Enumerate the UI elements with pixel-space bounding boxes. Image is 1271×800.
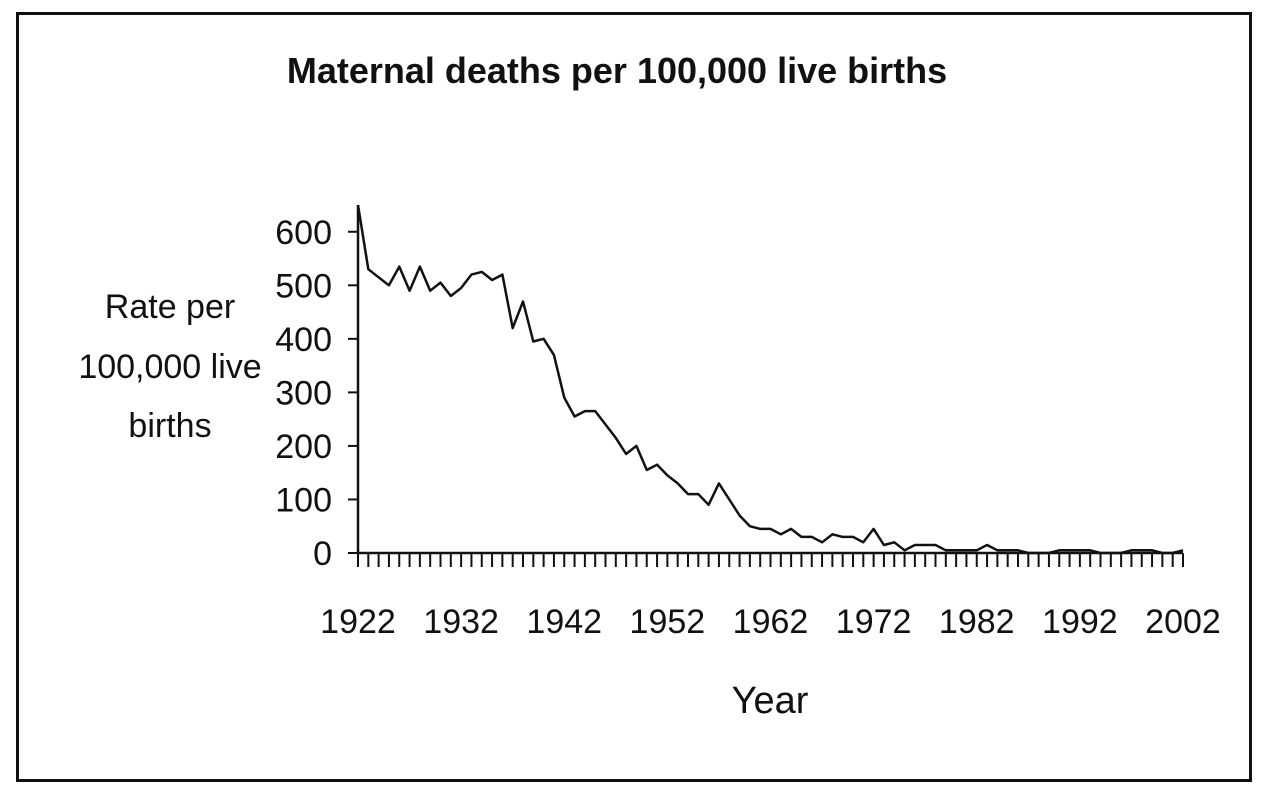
x-tick-label: 1962 <box>733 603 809 641</box>
x-tick-labels: 1922 1932 1942 1952 1962 1972 1982 1992 2002 <box>320 603 1221 641</box>
x-ticks <box>357 553 1184 567</box>
x-tick-label: 1942 <box>526 603 602 641</box>
chart-frame <box>16 12 1252 782</box>
series-line <box>356 204 1184 555</box>
y-axis-label-line-3: births <box>128 407 211 445</box>
y-tick-label: 200 <box>275 428 332 466</box>
series-group <box>356 204 1184 555</box>
y-axis-label-line-2: 100,000 live <box>78 348 261 386</box>
y-tick-label: 600 <box>275 214 332 252</box>
x-axis-label: Year <box>732 680 809 722</box>
x-tick-label: 1952 <box>630 603 706 641</box>
x-tick-label: 1972 <box>836 603 912 641</box>
y-tick-label: 400 <box>275 321 332 359</box>
y-tick-label: 300 <box>275 374 332 412</box>
x-tick-label: 1922 <box>320 603 396 641</box>
y-tick-label: 100 <box>275 481 332 519</box>
y-axis-label-line-1: Rate per <box>105 288 235 326</box>
x-tick-label: 1982 <box>939 603 1015 641</box>
y-tick-label: 0 <box>313 535 332 573</box>
x-tick-label: 1992 <box>1042 603 1118 641</box>
y-ticks: 0 100 200 300 400 500 600 <box>275 214 358 573</box>
y-tick-label: 500 <box>275 267 332 305</box>
x-tick-label: 2002 <box>1145 603 1221 641</box>
x-tick-label: 1932 <box>423 603 499 641</box>
chart-title: Maternal deaths per 100,000 live births <box>287 50 947 91</box>
